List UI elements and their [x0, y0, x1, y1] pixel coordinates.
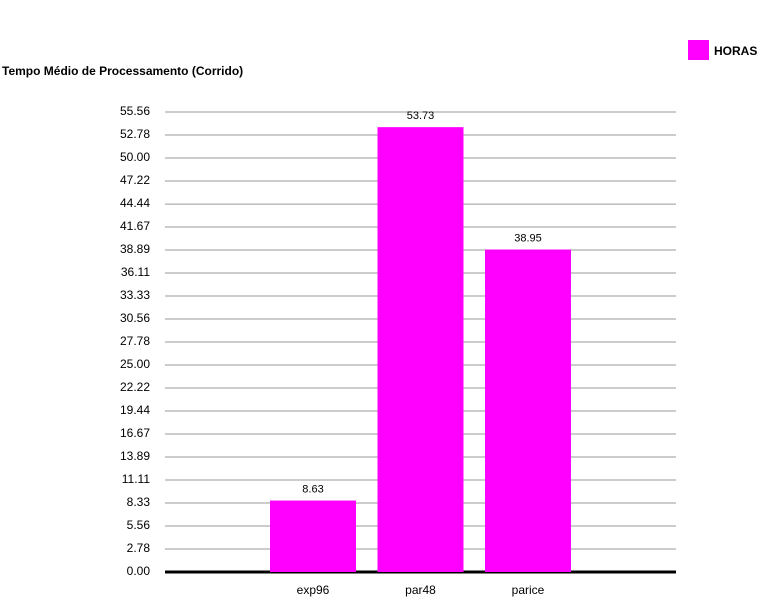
x-tick-label: parice [512, 583, 545, 597]
value-label: 8.63 [302, 483, 323, 495]
chart-title: Tempo Médio de Processamento (Corrido) [2, 64, 243, 78]
y-tick-label: 0.00 [127, 564, 151, 578]
y-tick-label: 2.78 [127, 541, 151, 555]
legend-swatch [688, 40, 709, 60]
y-tick-label: 50.00 [120, 150, 150, 164]
y-tick-label: 44.44 [120, 196, 150, 210]
y-tick-label: 30.56 [120, 311, 150, 325]
y-tick-label: 5.56 [127, 518, 151, 532]
y-tick-label: 11.11 [122, 472, 151, 486]
x-tick-label: exp96 [297, 583, 330, 597]
bar [270, 500, 356, 572]
y-tick-label: 8.33 [127, 495, 151, 509]
legend-label: HORAS [714, 44, 757, 58]
y-tick-label: 13.89 [120, 449, 150, 463]
value-label: 38.95 [514, 232, 542, 244]
y-tick-label: 52.78 [120, 127, 150, 141]
y-tick-label: 55.56 [120, 104, 150, 118]
y-tick-label: 33.33 [120, 288, 150, 302]
y-tick-label: 25.00 [120, 357, 150, 371]
y-tick-label: 41.67 [120, 219, 150, 233]
value-label: 53.73 [407, 110, 435, 122]
y-tick-label: 47.22 [120, 173, 150, 187]
y-tick-label: 36.11 [121, 265, 150, 279]
y-tick-label: 38.89 [120, 242, 150, 256]
y-tick-label: 22.22 [120, 380, 150, 394]
bar [377, 127, 464, 573]
y-tick-label: 16.67 [120, 426, 150, 440]
x-tick-label: par48 [405, 583, 436, 597]
y-tick-label: 19.44 [120, 403, 150, 417]
y-tick-label: 27.78 [120, 334, 150, 348]
bar [485, 249, 571, 572]
